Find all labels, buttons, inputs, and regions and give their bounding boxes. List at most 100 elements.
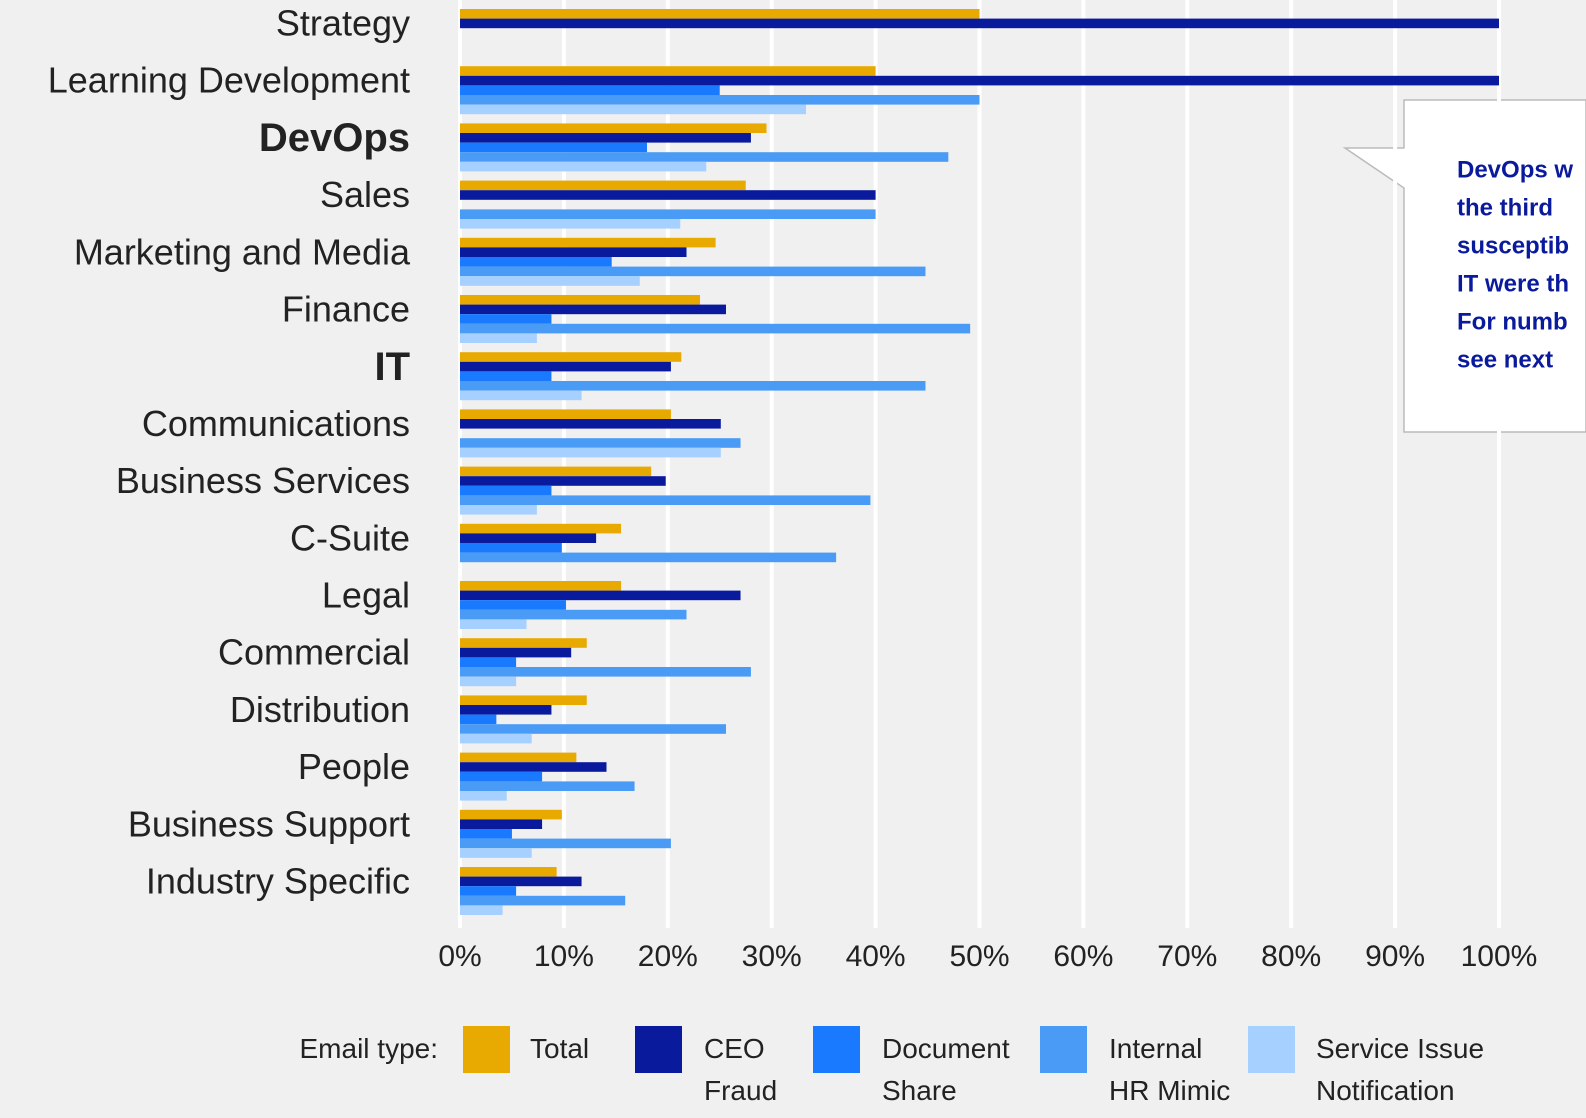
bar: [460, 18, 1499, 29]
bar: [460, 771, 543, 782]
legend-label: Total: [530, 1033, 590, 1064]
annotation-box: [1342, 99, 1586, 433]
category-label: Finance: [282, 289, 410, 330]
category-label: Learning Development: [48, 60, 410, 101]
bar: [460, 304, 726, 315]
bar: [460, 600, 566, 610]
bar: [460, 829, 512, 839]
bar: [460, 638, 587, 648]
x-tick-label: 70%: [1157, 940, 1217, 973]
category-label: Distribution: [230, 689, 410, 730]
category-label: Business Services: [116, 460, 410, 501]
bar: [460, 676, 517, 687]
annotation-text: the third: [1457, 194, 1553, 221]
bar: [460, 180, 746, 191]
bar: [460, 867, 557, 877]
legend-swatch: [463, 1026, 510, 1073]
bar: [460, 619, 527, 629]
bar: [460, 809, 562, 820]
bar: [460, 438, 741, 448]
annotation-text: DevOps w: [1457, 156, 1573, 183]
bar: [460, 466, 652, 477]
category-label: Strategy: [276, 3, 410, 44]
bar: [460, 95, 980, 105]
bar: [460, 552, 837, 563]
bar: [460, 609, 687, 620]
bar: [460, 323, 971, 334]
legend-swatch: [813, 1026, 860, 1073]
bar: [460, 409, 671, 419]
legend-label: Document Share: [882, 1033, 1010, 1106]
legend-label: Service Issue Notification: [1316, 1033, 1485, 1106]
x-tick-label: 30%: [742, 940, 802, 973]
x-tick-label: 80%: [1261, 940, 1321, 973]
legend-title: Email type:: [299, 1033, 439, 1064]
bar: [460, 75, 1499, 86]
category-label: Legal: [322, 575, 410, 616]
x-tick-label: 60%: [1053, 940, 1113, 973]
legend-label: Internal HR Mimic: [1109, 1033, 1231, 1106]
bar: [460, 495, 871, 505]
bar: [460, 647, 572, 658]
bar: [460, 886, 517, 896]
bar: [460, 447, 721, 458]
bar: [460, 657, 517, 667]
bar: [460, 237, 716, 248]
category-label: Marketing and Media: [74, 231, 411, 272]
bar: [460, 190, 876, 200]
bar: [460, 219, 681, 229]
bar: [460, 848, 532, 858]
x-tick-label: 0%: [438, 940, 481, 973]
annotation-text: susceptib: [1457, 232, 1569, 259]
legend-swatch: [1248, 1026, 1295, 1073]
bar: [460, 590, 741, 601]
bar: [460, 333, 537, 343]
annotation-text: For numb: [1457, 308, 1568, 335]
category-label: Communications: [142, 403, 410, 444]
bar: [460, 762, 607, 772]
category-label: Industry Specific: [146, 861, 410, 902]
category-label: IT: [374, 345, 410, 389]
bar: [460, 523, 622, 534]
bar: [460, 295, 701, 305]
x-tick-label: 100%: [1461, 940, 1538, 973]
bar: [460, 695, 587, 705]
x-tick-label: 20%: [638, 940, 698, 973]
bar: [460, 733, 532, 744]
x-tick-label: 50%: [949, 940, 1009, 973]
bar: [460, 257, 612, 267]
bar: [460, 724, 726, 734]
bar: [460, 533, 597, 543]
legend-label: CEO Fraud: [704, 1033, 778, 1106]
legend-swatch: [1040, 1026, 1087, 1073]
bar: [460, 705, 552, 715]
bar: [460, 209, 876, 219]
bar: [460, 505, 537, 515]
bar: [460, 161, 707, 172]
category-label: People: [298, 746, 410, 787]
x-tick-label: 40%: [846, 940, 906, 973]
bar: [460, 895, 626, 906]
bar: [460, 714, 497, 725]
bar: [460, 85, 720, 95]
bar: [460, 838, 671, 849]
bar: [460, 152, 949, 162]
bar: [460, 819, 543, 829]
bar: [460, 752, 577, 763]
bar: [460, 791, 507, 801]
bar: [460, 9, 980, 19]
bar: [460, 133, 751, 143]
bar: [460, 371, 552, 381]
bar: [460, 876, 582, 887]
x-tick-label: 10%: [534, 940, 594, 973]
bar: [460, 123, 767, 133]
category-label: Sales: [320, 174, 410, 215]
x-tick-label: 90%: [1365, 940, 1425, 973]
bar: [460, 476, 666, 486]
annotation-text: IT were th: [1457, 270, 1569, 297]
category-label: Business Support: [128, 803, 410, 844]
bar: [460, 66, 876, 76]
bar: [460, 381, 926, 391]
legend-swatch: [635, 1026, 682, 1073]
